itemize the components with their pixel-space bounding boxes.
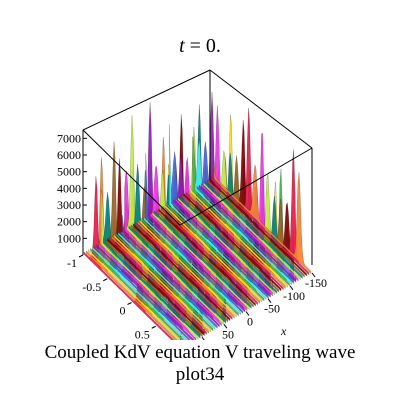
surface-strip [203, 150, 301, 281]
y-tick-mark [127, 302, 132, 305]
box-edge [82, 69, 211, 131]
surface-strip [132, 188, 231, 322]
surface-strip [213, 160, 312, 274]
caption-line-1: Coupled KdV equation V traveling wave [44, 342, 356, 363]
surface-strip [83, 176, 182, 340]
surface-strip [126, 115, 224, 325]
y-tick-mark [151, 325, 156, 329]
y-tick-label: -1 [67, 256, 77, 270]
z-tick-label: 3000 [57, 198, 81, 212]
z-tick-label: 4000 [57, 181, 81, 195]
caption: Coupled KdV equation V traveling wave pl… [0, 342, 400, 386]
z-axis: 1000 2000 3000 4000 5000 6000 7000 [57, 131, 87, 245]
surface-strip [209, 119, 307, 277]
y-tick-mark [103, 278, 108, 282]
y-tick-label: 0 [120, 304, 126, 318]
surface-strip [196, 141, 295, 284]
surface-strip [122, 215, 220, 328]
surface-strip [128, 164, 226, 324]
box-front-edges [82, 70, 313, 265]
title-variable: t [179, 35, 185, 57]
x-tick-label: 0 [247, 315, 253, 329]
y-tick-mark [78, 254, 84, 258]
surface-strip [107, 158, 205, 337]
x-axis: -150-100-50050100 [201, 272, 327, 340]
surface-strip [88, 216, 181, 340]
y-tick-label: -0.5 [82, 280, 101, 294]
z-tick-label: 1000 [57, 231, 81, 245]
surface-strip [111, 203, 209, 334]
surface-strip [173, 154, 271, 298]
surface-strip [109, 201, 207, 335]
surface-strip [166, 187, 265, 302]
box-back-edges [82, 69, 313, 149]
x-tick-mark [201, 336, 205, 340]
surface-strip [130, 186, 229, 323]
surface-strip [156, 163, 254, 308]
x-axis-label: x [280, 324, 287, 338]
z-tick-label: 2000 [57, 215, 81, 229]
x-tick-mark [311, 272, 316, 278]
y-axis: -1 -0.5 0 0.5 [67, 254, 156, 340]
x-tick-mark [289, 285, 294, 291]
surface-strip [120, 216, 218, 329]
box-edge [82, 129, 181, 226]
surface-strip [198, 91, 297, 283]
box-edge [209, 69, 313, 149]
x-tick-mark [267, 298, 272, 303]
x-tick-mark [245, 311, 250, 316]
x-tick-label: -100 [283, 289, 305, 303]
surface-strip [154, 174, 252, 309]
plot-title: t = 0. [179, 35, 221, 57]
surface-strip [158, 114, 256, 307]
title-rest: = 0. [185, 35, 221, 57]
x-tick-label: 50 [222, 327, 234, 340]
y-tick-label: 0.5 [135, 327, 150, 340]
x-tick-mark [223, 324, 228, 329]
surface-strip [143, 203, 241, 315]
z-tick-label: 7000 [57, 131, 81, 145]
caption-line-2: plot34 [175, 364, 225, 385]
z-tick-label: 5000 [57, 165, 81, 179]
z-tick-label: 6000 [57, 148, 81, 162]
box-edge [179, 147, 313, 226]
surface-strip [152, 170, 250, 310]
x-tick-label: -50 [264, 302, 280, 316]
x-tick-label: -150 [305, 276, 327, 290]
surface-strip [175, 157, 273, 297]
